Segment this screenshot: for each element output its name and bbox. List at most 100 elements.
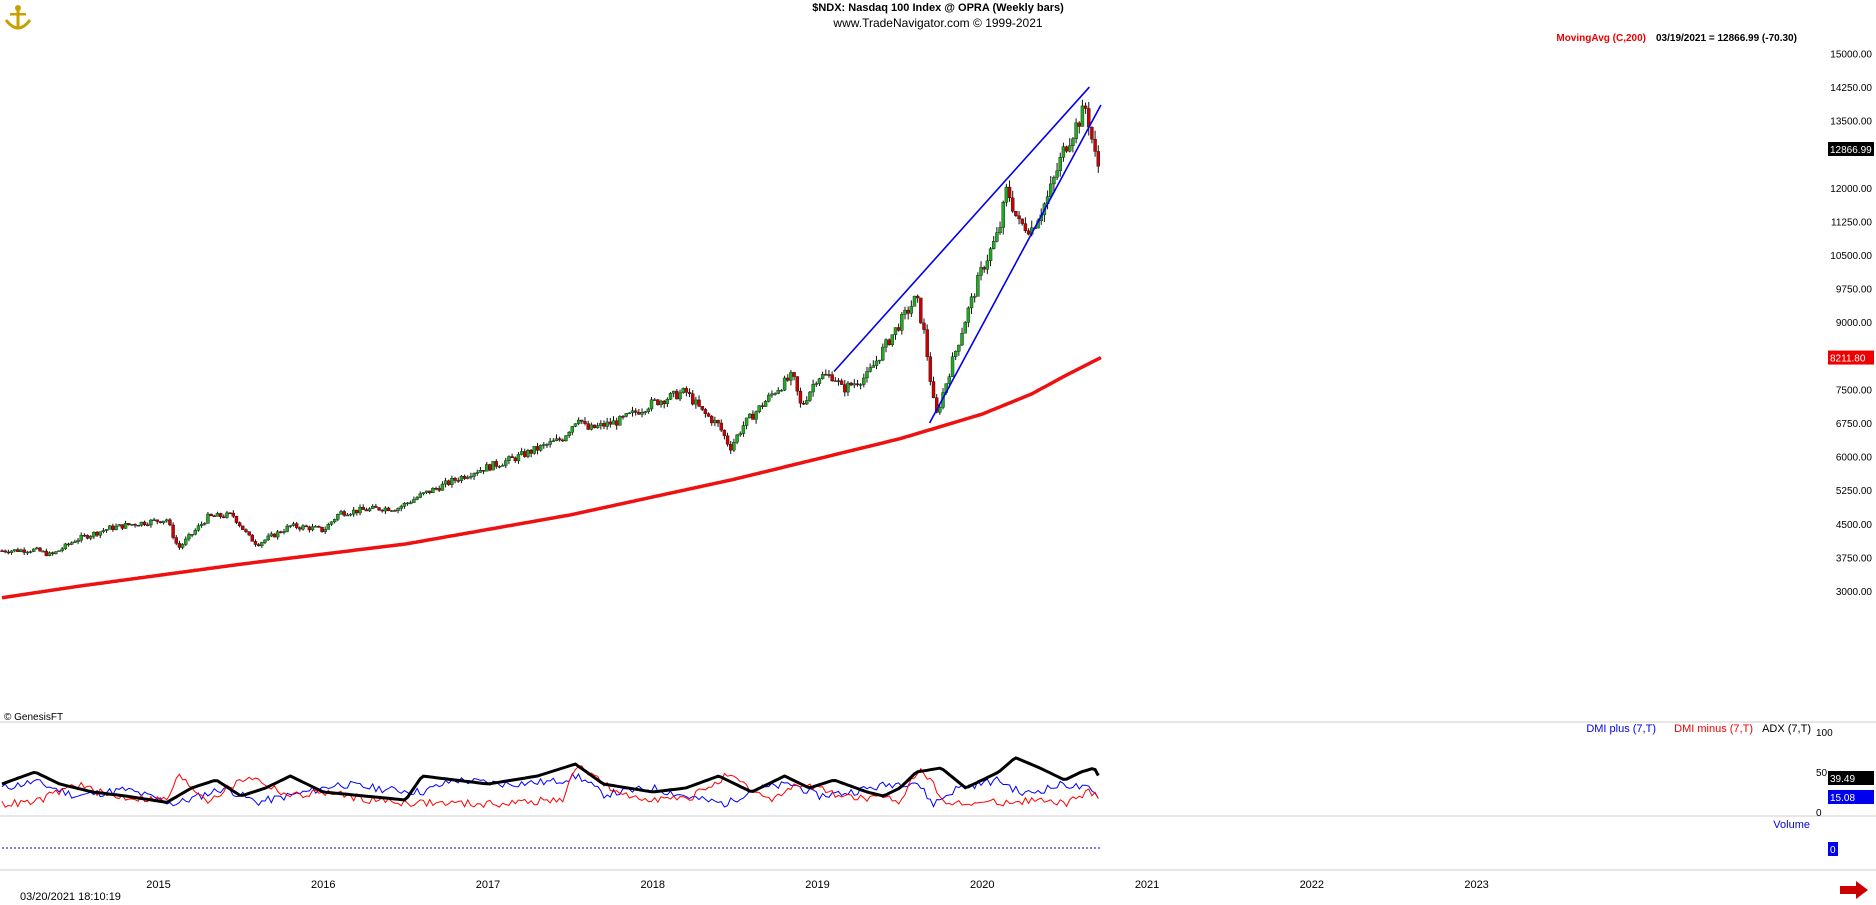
year-axis-tick-label: 2016 (311, 879, 335, 891)
price-candle (988, 248, 993, 261)
last-price-tag-bg (1828, 141, 1874, 156)
price-candle (919, 297, 923, 324)
price-candle (1074, 122, 1078, 140)
scroll-right-arrow-icon[interactable] (1840, 881, 1868, 899)
price-candle (697, 399, 701, 407)
price-candle (874, 360, 879, 366)
price-candle (884, 339, 888, 348)
price-candle (1090, 127, 1094, 140)
price-candle (1080, 105, 1085, 127)
price-axis-tick-label: 4500.00 (1836, 520, 1873, 531)
price-candle (561, 439, 565, 442)
price-candle (317, 526, 321, 528)
dmi-plus-tag: 15.08 (1830, 793, 1855, 804)
price-candle (776, 390, 780, 394)
price-candle (418, 493, 422, 498)
price-candle (1077, 122, 1081, 127)
price-candle (732, 442, 736, 451)
dmi-series-line (1, 756, 1100, 804)
price-candle (605, 421, 609, 427)
price-candle (1011, 197, 1015, 212)
price-candle (304, 525, 308, 528)
price-candle (751, 413, 755, 420)
price-candle (773, 393, 777, 395)
price-candle (73, 541, 77, 543)
price-candle (966, 307, 971, 323)
price-candle (576, 419, 581, 424)
price-candle (98, 531, 102, 536)
price-candle (336, 514, 340, 520)
price-candle (643, 411, 647, 413)
price-candle (60, 548, 64, 551)
moving-average-tag-bg (1828, 350, 1874, 365)
price-candle (504, 460, 508, 466)
price-candle (811, 384, 815, 393)
price-axis-tick-label: 9750.00 (1836, 285, 1873, 296)
price-candle (367, 508, 372, 512)
price-candle (786, 377, 790, 381)
price-candle (909, 306, 914, 314)
dmi-axis-tick-label: 0 (1816, 808, 1822, 819)
price-candle (409, 502, 413, 504)
price-candle (386, 507, 391, 512)
price-candle (256, 544, 261, 547)
price-candle (22, 549, 26, 553)
price-candle (329, 521, 334, 525)
price-candle (735, 434, 739, 443)
price-candle (510, 456, 514, 458)
price-candle (754, 411, 758, 420)
adx-tag: 39.49 (1830, 774, 1855, 785)
price-candle (497, 466, 502, 468)
price-candle (972, 296, 977, 298)
price-candle (231, 512, 235, 517)
price-candle (450, 478, 454, 485)
price-candle (6, 551, 11, 554)
moving-average-tag: 8211.80 (1830, 354, 1866, 365)
price-candle (532, 446, 536, 454)
price-candle (355, 509, 359, 514)
price-candle (339, 511, 343, 515)
trendline (833, 86, 1090, 373)
price-candle (288, 525, 293, 527)
price-candle (640, 412, 644, 415)
price-candle (282, 531, 286, 533)
price-candle (960, 333, 964, 346)
price-candle (187, 534, 191, 540)
chart-title: $NDX: Nasdaq 100 Index @ OPRA (Weekly ba… (812, 2, 1064, 14)
price-candle (478, 470, 483, 473)
price-candle (244, 529, 248, 532)
price-candle (50, 552, 55, 555)
price-candle (526, 450, 530, 457)
price-candle (307, 526, 312, 531)
price-candle (694, 399, 698, 405)
price-candle (383, 507, 388, 512)
price-candle (28, 551, 33, 553)
price-candle (1055, 170, 1059, 178)
price-candle (586, 423, 590, 430)
price-candle (1068, 145, 1072, 152)
price-candle (313, 526, 318, 528)
price-candle (915, 295, 920, 299)
price-candle (827, 374, 831, 376)
price-candle (595, 425, 600, 429)
price-candle (199, 523, 204, 526)
price-candle (570, 426, 575, 433)
price-candle (760, 405, 765, 407)
price-candle (852, 383, 856, 386)
price-candle (969, 296, 974, 309)
price-candle (887, 339, 891, 345)
copyright-watermark: © GenesisFT (4, 712, 63, 723)
volume-tag-bg (1828, 842, 1838, 856)
price-candle (611, 420, 616, 425)
price-candle (592, 424, 597, 429)
price-candle (767, 394, 771, 402)
price-candle (649, 399, 654, 410)
price-candle (535, 446, 540, 451)
price-candle (957, 344, 961, 352)
price-axis-tick-label: 6000.00 (1836, 453, 1873, 464)
price-candle (250, 534, 255, 542)
price-candle (862, 377, 866, 385)
year-axis-tick-label: 2021 (1135, 879, 1159, 891)
price-candle (900, 314, 904, 331)
